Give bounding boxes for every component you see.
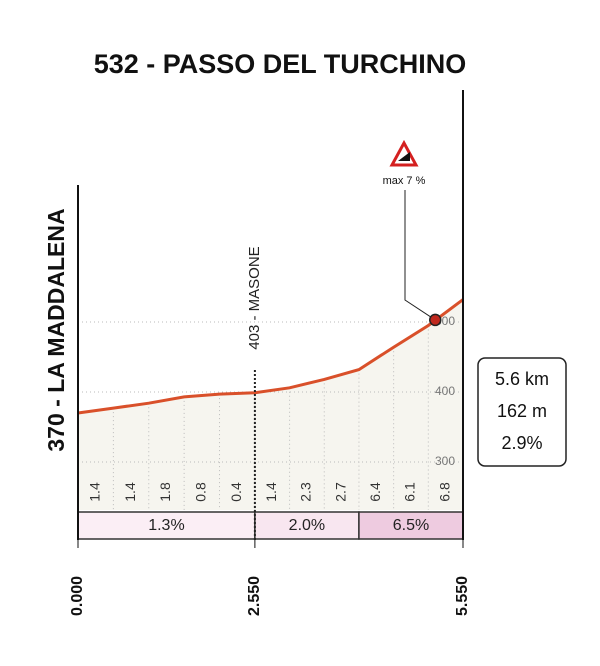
y-tick-label: 400 [435, 384, 455, 398]
max-label: max 7 % [383, 175, 426, 187]
gradient-label: 1.8 [157, 482, 173, 502]
x-tick-label: 5.550 [454, 576, 471, 616]
summary-text: 5.6 km [495, 369, 549, 389]
x-tick-label: 2.550 [246, 576, 263, 616]
start-label: 370 - LA MADDALENA [43, 208, 69, 451]
waypoint-label: 403 - MASONE [246, 246, 263, 349]
summary-text: 162 m [497, 401, 547, 421]
warning-icon [389, 139, 419, 167]
gradient-label: 6.4 [367, 482, 383, 502]
section-label: 1.3% [148, 517, 184, 534]
summary-box [477, 357, 567, 467]
max-leader [404, 190, 436, 321]
profile-line [77, 298, 464, 415]
summary-text: 2.9% [501, 433, 542, 453]
section-label: 2.0% [289, 517, 325, 534]
gradient-label: 1.4 [86, 482, 102, 502]
chart-title: 532 - PASSO DEL TURCHINO [94, 49, 467, 79]
gradient-label: 0.8 [193, 482, 209, 502]
y-tick-label: 300 [435, 454, 455, 468]
gradient-label: 1.4 [263, 482, 279, 502]
gradient-label: 2.7 [332, 482, 348, 502]
gradient-label: 2.3 [298, 482, 314, 502]
gradient-label: 6.1 [402, 482, 418, 502]
section-label: 6.5% [393, 517, 429, 534]
profile-area [78, 299, 463, 510]
gradient-label: 1.4 [122, 482, 138, 502]
warning-icon-inner [398, 152, 410, 161]
gradient-label: 6.8 [436, 482, 452, 502]
x-tick-label: 0.000 [69, 576, 86, 616]
gradient-label: 0.4 [228, 482, 244, 502]
max-marker [429, 313, 442, 327]
